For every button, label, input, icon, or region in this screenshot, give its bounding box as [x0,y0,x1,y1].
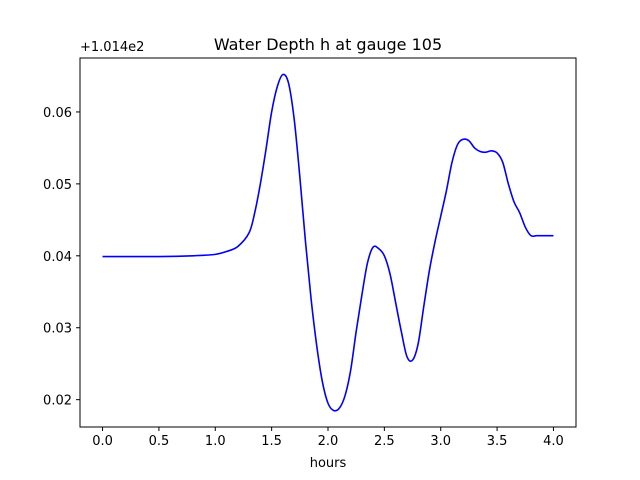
x-tick-label: 0.5 [149,434,170,449]
x-tick-label: 0.0 [92,434,113,449]
y-tick-label: 0.05 [43,178,72,193]
x-tick-label: 3.0 [430,434,451,449]
plot-frame [79,57,577,428]
y-tick-label: 0.06 [43,106,72,121]
y-tick-label: 0.03 [43,322,72,337]
x-tick-label: 1.5 [261,434,282,449]
chart-title: Water Depth h at gauge 105 [214,35,442,54]
series-line [102,73,554,412]
x-tick-label: 3.5 [487,434,508,449]
x-axis-label: hours [310,456,347,471]
x-tick-label: 4.0 [543,434,564,449]
x-tick-label: 1.0 [205,434,226,449]
y-offset-label: +1.014e2 [80,40,144,55]
plot-area [102,73,554,412]
x-tick-label: 2.0 [318,434,339,449]
y-tick-label: 0.02 [43,394,72,409]
x-axis-ticks: 0.0 0.5 1.0 1.5 2.0 2.5 3.0 3.5 4.0 [92,427,564,449]
y-tick-label: 0.04 [43,250,72,265]
x-tick-label: 2.5 [374,434,395,449]
y-axis-ticks: 0.02 0.03 0.04 0.05 0.06 [43,106,80,409]
